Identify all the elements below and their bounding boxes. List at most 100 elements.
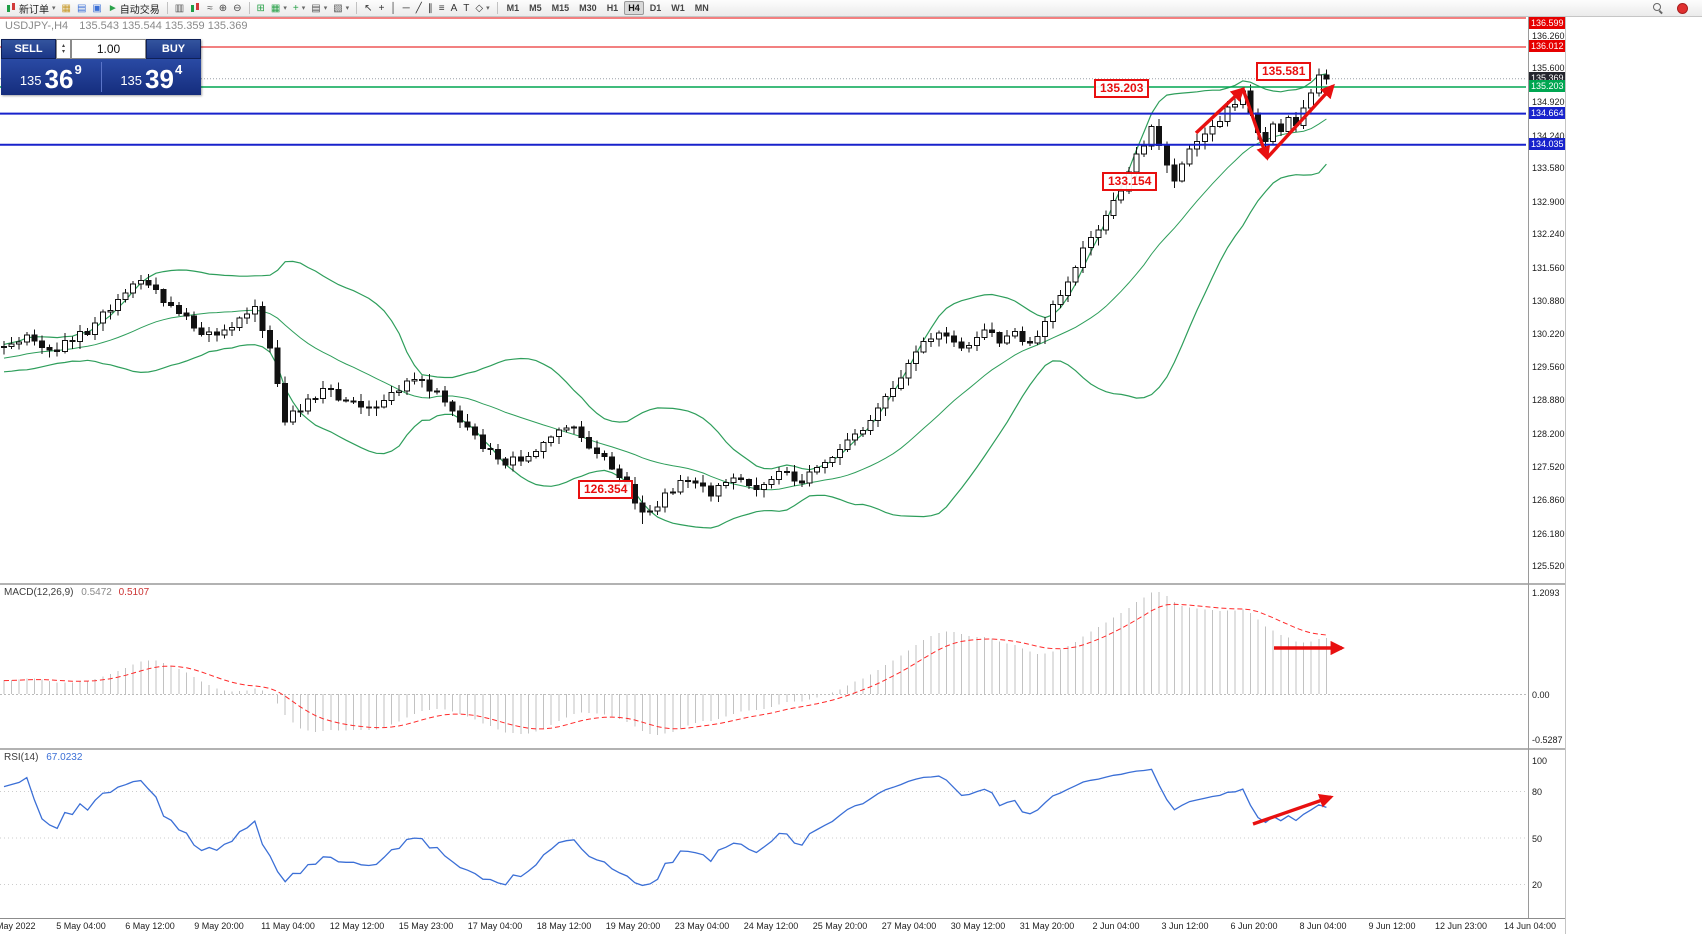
volume-down-icon[interactable]: ▾ bbox=[61, 49, 65, 55]
equidistant-channel-icon: ∥ bbox=[427, 2, 433, 14]
sell-price-pips: 36 bbox=[44, 64, 74, 94]
fibonacci-button[interactable]: ≡ bbox=[437, 1, 447, 16]
macd-indicator-chart[interactable] bbox=[0, 585, 1565, 748]
bar-chart-mode-icon: ▥ bbox=[174, 2, 185, 14]
vertical-line-button[interactable]: │ bbox=[388, 1, 398, 16]
time-label: 25 May 20:00 bbox=[812, 921, 868, 931]
chart-window[interactable]: USDJPY-,H4 135.543 135.544 135.359 135.3… bbox=[0, 17, 1565, 934]
candle-chart-mode-button[interactable] bbox=[188, 1, 203, 16]
templates-dropdown-icon[interactable]: ▾ bbox=[345, 5, 350, 12]
timeframe-mn-button[interactable]: MN bbox=[694, 3, 709, 13]
buy-button[interactable]: BUY bbox=[146, 39, 201, 59]
rsi-value: 67.0232 bbox=[46, 752, 83, 763]
vertical-line-icon: │ bbox=[390, 2, 397, 14]
autotrading-button[interactable]: ► 自动交易 bbox=[106, 1, 162, 16]
time-label: 3 Jun 12:00 bbox=[1161, 921, 1209, 931]
sell-button[interactable]: SELL bbox=[1, 39, 56, 59]
price-label-133154[interactable]: 133.154 bbox=[1102, 172, 1158, 191]
scripts-button[interactable]: ▤ bbox=[75, 1, 88, 16]
sell-price-big-figure: 135 bbox=[19, 73, 42, 88]
crosshair-button[interactable]: + bbox=[377, 1, 387, 16]
buy-price-pips: 39 bbox=[145, 64, 174, 94]
main-price-chart[interactable] bbox=[0, 17, 1565, 583]
line-chart-mode-button[interactable]: ≈ bbox=[205, 1, 215, 16]
macd-signal-value: 0.5107 bbox=[118, 587, 150, 598]
candle-chart-mode-icon bbox=[190, 3, 202, 13]
time-label: 15 May 23:00 bbox=[398, 921, 454, 931]
timeframe-h4-button[interactable]: H4 bbox=[624, 1, 644, 15]
buy-price-point: 4 bbox=[174, 62, 183, 77]
indicators-button[interactable]: + ▾ bbox=[291, 1, 307, 16]
rsi-name: RSI(14) bbox=[4, 752, 39, 763]
timeframe-d1-button[interactable]: D1 bbox=[649, 3, 662, 13]
panel-divider-rsi[interactable] bbox=[0, 748, 1565, 750]
time-axis[interactable]: 4 May 2022 5 May 04:00 6 May 12:00 9 May 20… bbox=[0, 919, 1565, 934]
fibonacci-icon: ≡ bbox=[438, 2, 445, 14]
new-order-button[interactable]: 新订单 ▾ bbox=[4, 1, 58, 16]
text-label-icon: T bbox=[463, 2, 470, 14]
crosshair-icon: + bbox=[378, 2, 385, 14]
rsi-indicator-chart[interactable] bbox=[0, 750, 1565, 918]
volume-up-icon[interactable]: ▴ bbox=[61, 43, 65, 49]
sell-price-display[interactable]: 135 36 9 bbox=[1, 59, 101, 95]
periods-icon: ▤ bbox=[311, 2, 321, 14]
price-label-135581[interactable]: 135.581 bbox=[1256, 62, 1312, 81]
timeframe-m5-button[interactable]: M5 bbox=[529, 3, 542, 13]
trendline-icon: ╱ bbox=[415, 2, 422, 14]
time-label: 6 May 12:00 bbox=[125, 921, 175, 931]
tile-windows-button[interactable]: ⊞ bbox=[255, 1, 267, 16]
periods-dropdown-icon[interactable]: ▾ bbox=[323, 5, 328, 12]
zoom-in-button[interactable]: ⊕ bbox=[217, 1, 229, 16]
buy-price-display[interactable]: 135 39 4 bbox=[102, 59, 202, 95]
trade-panel-divider bbox=[100, 62, 102, 92]
equidistant-channel-button[interactable]: ∥ bbox=[426, 1, 435, 16]
time-label: 12 May 12:00 bbox=[329, 921, 385, 931]
new-chart-dropdown-icon[interactable]: ▾ bbox=[283, 5, 287, 12]
price-label-126354[interactable]: 126.354 bbox=[578, 480, 634, 499]
text-button[interactable]: A bbox=[449, 1, 460, 16]
price-axis-line bbox=[1528, 17, 1529, 918]
time-label: 11 May 04:00 bbox=[261, 921, 315, 931]
timeframe-w1-button[interactable]: W1 bbox=[671, 3, 685, 13]
sep4 bbox=[496, 2, 498, 14]
sep2 bbox=[248, 2, 250, 14]
text-label-button[interactable]: T bbox=[461, 1, 471, 16]
arrows-tool-dropdown-icon[interactable]: ▾ bbox=[486, 5, 490, 12]
volume-input[interactable]: 1.00 bbox=[71, 39, 146, 59]
price-label-135203[interactable]: 135.203 bbox=[1094, 79, 1150, 98]
search-button[interactable] bbox=[1651, 1, 1666, 16]
new-order-dropdown-icon[interactable]: ▾ bbox=[52, 5, 56, 12]
time-label: 5 May 04:00 bbox=[56, 921, 106, 931]
cursor-button[interactable]: ↖ bbox=[362, 1, 374, 16]
templates-icon: ▧ bbox=[333, 2, 343, 14]
timeframe-m15-button[interactable]: M15 bbox=[551, 3, 570, 13]
volume-stepper[interactable]: ▴ ▾ bbox=[56, 39, 71, 59]
periods-button[interactable]: ▤ ▾ bbox=[309, 1, 329, 16]
chart-profile-button[interactable]: ▦ bbox=[60, 1, 73, 16]
zoom-out-button[interactable]: ⊖ bbox=[231, 1, 243, 16]
one-click-trading-panel: SELL ▴ ▾ 1.00 BUY 135 36 9 135 39 4 bbox=[1, 39, 201, 95]
candles bbox=[1, 68, 1330, 524]
notification-button[interactable] bbox=[1675, 1, 1690, 16]
text-icon: A bbox=[450, 2, 458, 14]
templates-button[interactable]: ▧ ▾ bbox=[331, 1, 351, 16]
panel-divider-macd[interactable] bbox=[0, 583, 1565, 585]
time-label: 6 Jun 20:00 bbox=[1230, 921, 1278, 931]
bar-chart-mode-button[interactable]: ▥ bbox=[173, 1, 186, 16]
timeframe-h1-button[interactable]: H1 bbox=[606, 3, 619, 13]
new-chart-button[interactable]: ▦ ▾ bbox=[269, 1, 289, 16]
time-label: 23 May 04:00 bbox=[674, 921, 730, 931]
timeframe-m30-button[interactable]: M30 bbox=[579, 3, 597, 13]
indicators-dropdown-icon[interactable]: ▾ bbox=[301, 5, 306, 12]
time-label: 24 May 12:00 bbox=[743, 921, 799, 931]
arrows-tool-button[interactable]: ◇ ▾ bbox=[473, 1, 491, 16]
market-watch-button[interactable]: ▣ bbox=[90, 1, 103, 16]
trendline-button[interactable]: ╱ bbox=[414, 1, 424, 16]
toolbar-right-buttons bbox=[1650, 1, 1699, 16]
horizontal-line-button[interactable]: ─ bbox=[401, 1, 412, 16]
ohlc-values: 135.543 135.544 135.359 135.369 bbox=[79, 20, 248, 32]
time-label: 27 May 04:00 bbox=[881, 921, 937, 931]
timeframe-m1-button[interactable]: M1 bbox=[506, 3, 520, 13]
time-label: 17 May 04:00 bbox=[467, 921, 523, 931]
sep1 bbox=[166, 2, 168, 14]
